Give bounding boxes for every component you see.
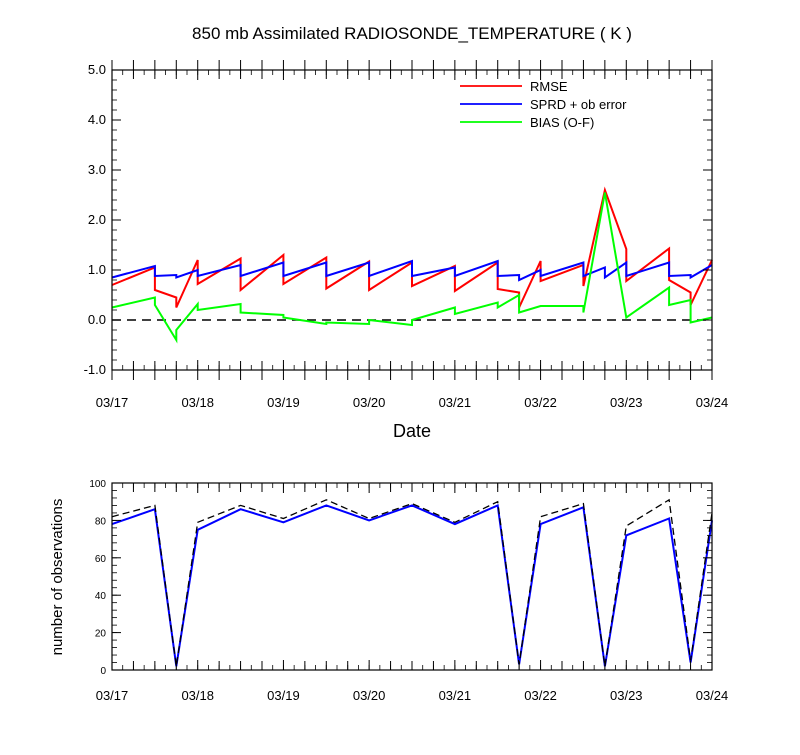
y-axis-label: number of observations: [49, 499, 66, 656]
bottom-plot-frame: [111, 482, 713, 671]
top-y-tick-label: 5.0: [88, 62, 106, 77]
legend: RMSE SPRD + ob error BIAS (O-F): [460, 79, 627, 130]
bottom-x-tick-label: 03/23: [610, 688, 643, 703]
top-x-tick-label: 03/22: [524, 395, 557, 410]
top-series-sprd-ob-error: [111, 259, 713, 282]
top-x-tick-label: 03/24: [696, 395, 729, 410]
top-x-tick-label: 03/19: [267, 395, 300, 410]
top-y-tick-label: 2.0: [88, 212, 106, 227]
bottom-y-tick-label: 40: [95, 591, 107, 602]
bottom-y-tick-label: 80: [95, 516, 107, 527]
top-x-tick-label: 03/21: [439, 395, 472, 410]
top-y-tick-label: -1.0: [84, 362, 106, 377]
bottom-y-tick-label: 0: [100, 666, 106, 677]
bottom-y-tick-label: 100: [89, 479, 106, 490]
bottom-panel: 0 20 40 60 80 100 03/17 03/18 03/19 03/20 03/21 03/…: [89, 479, 728, 703]
chart-title: 850 mb Assimilated RADIOSONDE_TEMPERATUR…: [192, 24, 632, 43]
bottom-x-tick-label: 03/20: [353, 688, 386, 703]
bottom-x-tick-label: 03/18: [181, 688, 214, 703]
bottom-x-tick-label: 03/17: [96, 688, 129, 703]
bottom-x-tick-label: 03/24: [696, 688, 729, 703]
legend-label-sprd: SPRD + ob error: [530, 97, 627, 112]
top-y-tick-label: 3.0: [88, 162, 106, 177]
top-series-bias-o-f-: [111, 192, 713, 344]
legend-label-bias: BIAS (O-F): [530, 115, 594, 130]
top-x-tick-label: 03/18: [181, 395, 214, 410]
bottom-series-available: [111, 498, 713, 667]
bottom-y-tick-label: 20: [95, 629, 107, 640]
x-axis-label: Date: [393, 421, 431, 441]
bottom-y-tick-label: 60: [95, 554, 107, 565]
legend-label-rmse: RMSE: [530, 79, 568, 94]
top-x-tick-label: 03/20: [353, 395, 386, 410]
bottom-series-assimilated: [111, 503, 713, 667]
top-x-tick-label: 03/17: [96, 395, 129, 410]
bottom-x-tick-label: 03/21: [439, 688, 472, 703]
top-y-tick-label: 4.0: [88, 112, 106, 127]
bottom-x-tick-label: 03/22: [524, 688, 557, 703]
bottom-x-tick-label: 03/19: [267, 688, 300, 703]
top-y-tick-label: 0.0: [88, 312, 106, 327]
top-panel: -1.0 0.0 1.0 2.0 3.0 4.0 5.0 03/17 03/18 03/19 03/…: [84, 60, 729, 410]
top-x-tick-label: 03/23: [610, 395, 643, 410]
top-y-tick-label: 1.0: [88, 262, 106, 277]
